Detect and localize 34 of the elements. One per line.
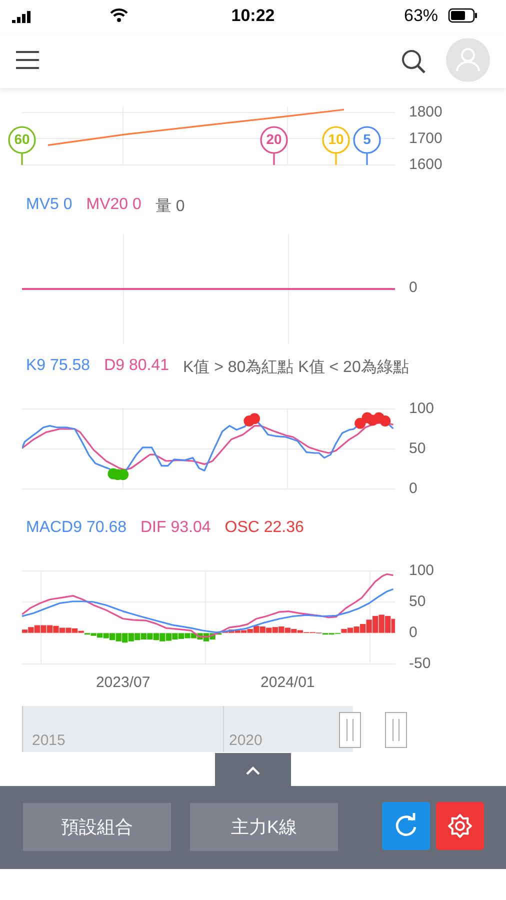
- text: DIF 93.04: [140, 519, 211, 537]
- text: 10:22: [230, 6, 276, 26]
- x-tick-label: 2023/07: [96, 674, 150, 692]
- y-tick-label: -50: [409, 655, 431, 672]
- annotation: 5: [363, 130, 372, 147]
- text: 2015: [32, 732, 66, 749]
- text: 2020: [229, 732, 262, 749]
- point: [380, 416, 391, 426]
- text: 預設組合: [23, 803, 171, 851]
- annotation: 10: [328, 130, 344, 147]
- text: 63%: [404, 6, 438, 26]
- x-tick-label: 2024/01: [260, 674, 315, 692]
- text: MACD9 70.68: [26, 519, 126, 537]
- annotation: 20: [266, 130, 282, 147]
- y-tick-label: 1700: [409, 130, 442, 147]
- text: 主力K線: [190, 803, 338, 851]
- y-tick-label: 100: [409, 562, 434, 580]
- text: 量 0: [155, 197, 185, 217]
- annotation: 60: [14, 130, 30, 147]
- y-tick-label: 0: [409, 624, 418, 642]
- text: OSC 22.36: [224, 519, 304, 537]
- text: D9 80.41: [104, 357, 169, 376]
- chart-subtitle: K值 > 80為紅點 K值 < 20為綠點: [183, 358, 409, 378]
- y-tick-label: 0: [409, 480, 418, 498]
- y-tick-label: 50: [409, 593, 426, 610]
- y-tick-label: 100: [409, 400, 434, 418]
- text: K9 75.58: [26, 357, 90, 376]
- y-tick-label: 1600: [409, 156, 442, 174]
- text: MV5 0: [26, 196, 72, 215]
- point: [249, 413, 260, 424]
- point: [354, 418, 366, 429]
- text: MV20 0: [86, 196, 142, 215]
- y-tick-label: 50: [409, 440, 426, 458]
- y-tick-label: 1800: [409, 103, 442, 120]
